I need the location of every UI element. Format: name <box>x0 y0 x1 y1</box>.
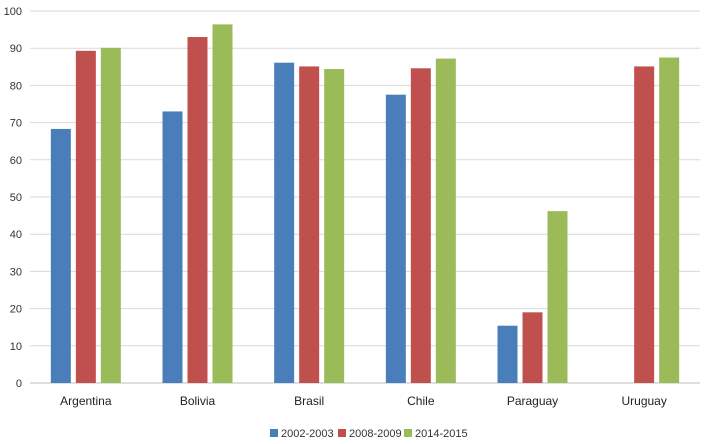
y-tick-label: 40 <box>10 229 22 241</box>
legend-swatch <box>338 429 346 437</box>
legend: 2002-2003 2008-2009 2014-2015 <box>270 428 468 440</box>
bar-uruguay-2008-2009 <box>634 66 655 383</box>
bar-argentina-2002-2003 <box>50 128 71 383</box>
bar-brasil-2002-2003 <box>274 62 295 383</box>
grid-layer <box>30 10 700 384</box>
y-tick-label: 50 <box>10 192 22 204</box>
x-axis-labels: Argentina Bolivia Brasil Chile Paraguay Urugu… <box>60 394 667 408</box>
bar-paraguay-2014-2015 <box>547 211 568 383</box>
bar-chile-2002-2003 <box>385 94 406 383</box>
x-tick-label: Argentina <box>60 394 112 408</box>
x-tick-label: Bolivia <box>180 394 216 408</box>
bar-bolivia-2014-2015 <box>212 24 233 384</box>
y-tick-label: 30 <box>10 266 22 278</box>
bar-brasil-2008-2009 <box>299 66 320 383</box>
bar-chile-2014-2015 <box>435 58 456 384</box>
bar-brasil-2014-2015 <box>324 69 345 384</box>
legend-label: 2014-2015 <box>415 428 468 440</box>
bar-argentina-2008-2009 <box>75 50 96 383</box>
legend-label: 2002-2003 <box>281 428 334 440</box>
y-tick-label: 20 <box>10 304 22 316</box>
bar-chile-2008-2009 <box>410 68 431 384</box>
bar-bolivia-2008-2009 <box>187 37 208 383</box>
legend-label: 2008-2009 <box>349 428 402 440</box>
bar-paraguay-2002-2003 <box>497 325 518 383</box>
legend-swatch <box>404 429 412 437</box>
y-tick-label: 90 <box>10 43 22 55</box>
y-tick-label: 60 <box>10 155 22 167</box>
bar-paraguay-2008-2009 <box>522 312 543 383</box>
y-axis-ticks: 0 10 20 30 40 50 60 70 80 90 100 <box>4 6 22 390</box>
legend-swatch <box>270 429 278 437</box>
y-tick-label: 10 <box>10 341 22 353</box>
x-tick-label: Uruguay <box>621 394 666 408</box>
x-tick-label: Brasil <box>294 394 324 408</box>
y-tick-label: 100 <box>4 6 22 18</box>
bar-uruguay-2014-2015 <box>659 57 680 383</box>
x-tick-label: Paraguay <box>507 394 558 408</box>
y-tick-label: 70 <box>10 118 22 130</box>
bar-argentina-2014-2015 <box>100 47 121 383</box>
x-tick-label: Chile <box>407 394 435 408</box>
y-tick-label: 0 <box>16 378 22 390</box>
y-tick-label: 80 <box>10 80 22 92</box>
bar-bolivia-2002-2003 <box>162 111 183 383</box>
bars <box>50 24 680 384</box>
